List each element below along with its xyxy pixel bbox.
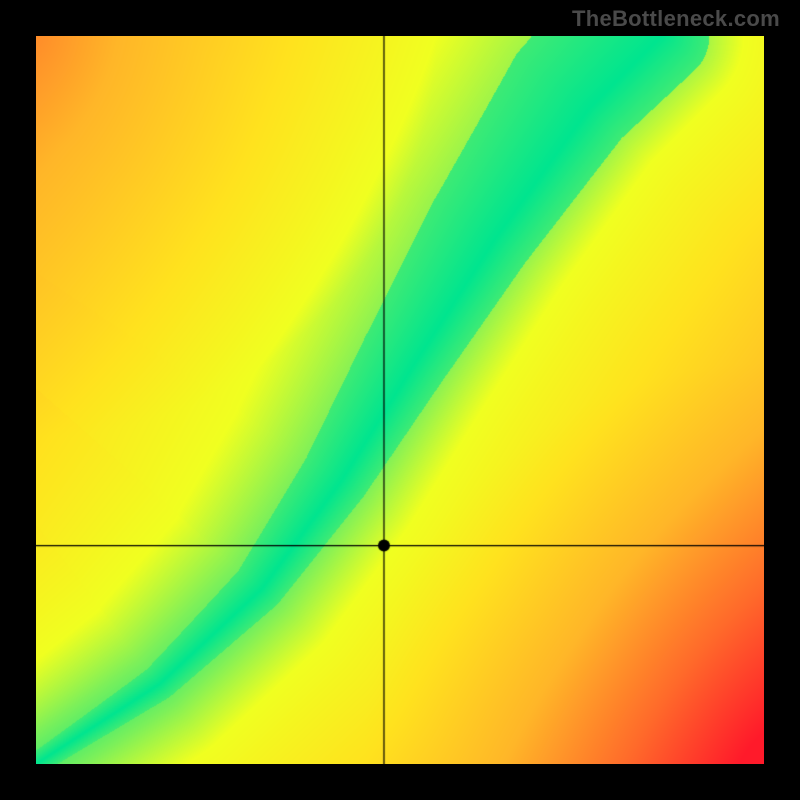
branding-label: TheBottleneck.com — [572, 6, 780, 32]
heatmap-canvas — [36, 36, 764, 764]
chart-container: TheBottleneck.com — [0, 0, 800, 800]
heatmap-plot-area — [36, 36, 764, 764]
